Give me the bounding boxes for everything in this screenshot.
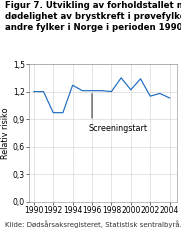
Text: Figur 7. Utvikling av forholdstallet mellom
dødelighet av brystkreft i prøvefylk: Figur 7. Utvikling av forholdstallet mel…: [5, 1, 181, 32]
Text: Kilde: Dødsårsaksregisteret, Statistisk sentralbyrå.: Kilde: Dødsårsaksregisteret, Statistisk …: [5, 220, 181, 228]
Text: Screeningstart: Screeningstart: [88, 124, 147, 133]
Y-axis label: Relativ risiko: Relativ risiko: [1, 107, 10, 158]
